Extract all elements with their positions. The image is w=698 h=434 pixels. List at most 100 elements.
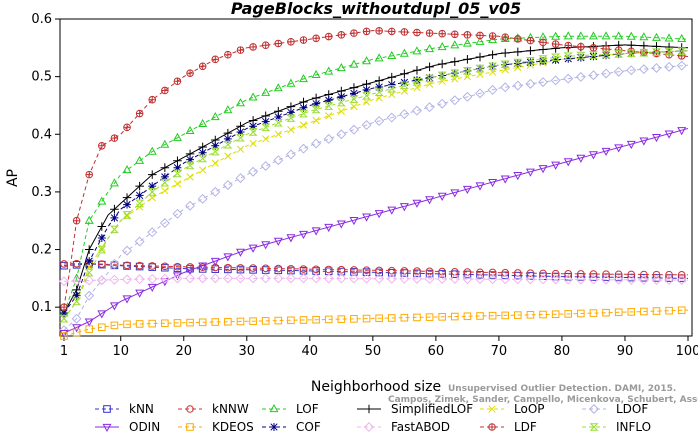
data-point-odin — [399, 203, 409, 212]
data-point-ldf — [375, 27, 383, 35]
data-point-ldof — [197, 193, 208, 204]
data-point-fastabod — [260, 273, 271, 284]
data-point-fastabod — [475, 274, 485, 285]
data-point-inflo — [273, 118, 283, 127]
data-point-knn — [362, 268, 371, 276]
data-point-fastabod — [500, 274, 511, 285]
data-point-cof — [85, 257, 94, 266]
data-point-kdeos — [274, 316, 283, 325]
y-tick-label: 0.5 — [31, 70, 52, 85]
data-point-inflo — [513, 58, 523, 67]
data-point-kdeos — [514, 311, 522, 319]
data-point-kdeos — [602, 308, 610, 317]
plot-frame — [59, 18, 693, 337]
data-point-knnw — [224, 263, 232, 272]
data-point-fastabod — [374, 273, 385, 284]
data-point-ldf — [362, 27, 371, 36]
data-point-simplifiedlof — [110, 204, 119, 214]
data-point-ldf — [224, 50, 232, 59]
data-point-ldf — [589, 44, 598, 52]
data-point-ldf — [261, 41, 270, 50]
data-point-fastabod — [399, 273, 410, 284]
data-point-knn — [488, 271, 497, 279]
data-point-cof — [576, 53, 585, 62]
legend-marker-knnw — [186, 405, 194, 413]
data-point-odin — [299, 230, 308, 239]
data-point-kdeos — [135, 320, 144, 328]
series-ldof — [59, 60, 689, 336]
data-point-ldof — [134, 236, 145, 247]
data-point-fastabod — [273, 273, 284, 284]
data-point-fastabod — [109, 274, 120, 285]
data-point-knnw — [350, 266, 358, 274]
data-point-knnw — [123, 261, 131, 270]
data-point-ldof — [638, 64, 649, 75]
data-point-ldof — [298, 143, 309, 154]
legend-label-simplifiedlof: SimplifiedLOF — [391, 402, 473, 416]
data-point-ldof — [462, 91, 473, 102]
data-point-kdeos — [400, 313, 409, 322]
data-point-knnw — [287, 264, 295, 273]
data-point-kdeos — [72, 328, 81, 337]
data-point-cof — [602, 51, 611, 60]
data-point-knn — [640, 273, 648, 282]
data-point-kdeos — [413, 313, 421, 322]
data-point-simplifiedlof — [475, 52, 485, 62]
watermark-line-1: Unsupervised Outlier Detection. DAMI, 20… — [448, 384, 676, 394]
series-line-ldf — [63, 29, 689, 308]
y-tick-label: 0.1 — [31, 300, 52, 315]
data-point-kdeos — [110, 321, 119, 330]
data-point-loop — [325, 112, 333, 120]
data-point-knnw — [362, 266, 371, 274]
data-point-knnw — [640, 270, 648, 279]
y-tick-label: 0.2 — [31, 243, 52, 258]
data-point-lof — [614, 31, 624, 40]
data-point-ldof — [651, 62, 662, 73]
data-point-lof — [324, 66, 334, 75]
data-point-odin — [210, 257, 220, 267]
legend-item-cof: COF — [262, 420, 321, 434]
data-point-ldof — [437, 98, 448, 109]
series-line-kdeos — [63, 309, 689, 337]
data-point-ldof — [84, 290, 95, 301]
data-point-inflo — [500, 60, 510, 69]
data-point-odin — [626, 140, 636, 150]
data-point-knnw — [665, 270, 673, 279]
data-point-ldf — [186, 69, 194, 77]
data-point-loop — [173, 180, 182, 188]
data-point-lof — [210, 111, 220, 121]
data-point-cof — [551, 55, 560, 64]
data-point-cof — [413, 76, 421, 85]
legend-item-ldf: LDF — [480, 420, 537, 434]
data-point-fastabod — [449, 274, 460, 285]
data-point-knn — [350, 268, 358, 276]
data-point-cof — [589, 52, 598, 61]
data-point-cof — [223, 134, 232, 143]
legend-marker-simplifiedlof — [364, 404, 374, 414]
data-point-ldf — [501, 33, 510, 41]
data-point-lof — [84, 215, 94, 224]
data-point-ldf — [211, 55, 220, 64]
data-point-knnw — [564, 270, 573, 278]
series-fastabod — [59, 273, 688, 287]
data-point-knnw — [551, 269, 560, 278]
legend-item-kdeos: KDEOS — [178, 420, 254, 434]
data-point-fastabod — [638, 274, 649, 285]
data-point-ldf — [387, 27, 396, 36]
data-point-cof — [60, 308, 68, 317]
series-line-odin — [63, 128, 689, 334]
data-point-kdeos — [249, 317, 257, 325]
data-point-knn — [501, 271, 510, 280]
data-point-inflo — [437, 71, 447, 80]
data-point-inflo — [651, 48, 661, 56]
data-point-knn — [375, 268, 383, 277]
data-point-ldof — [185, 200, 196, 211]
x-tick-label: 50 — [365, 344, 382, 359]
data-point-ldf — [135, 109, 144, 118]
data-point-odin — [387, 206, 397, 215]
data-point-ldf — [287, 37, 295, 46]
data-point-ldf — [173, 77, 182, 86]
legend: kNN kNNW LOF SimplifiedLOF LoOP LDOF ODIN KDEOS… — [95, 402, 651, 434]
series-inflo — [59, 47, 689, 323]
legend-label-ldof: LDOF — [616, 402, 648, 416]
